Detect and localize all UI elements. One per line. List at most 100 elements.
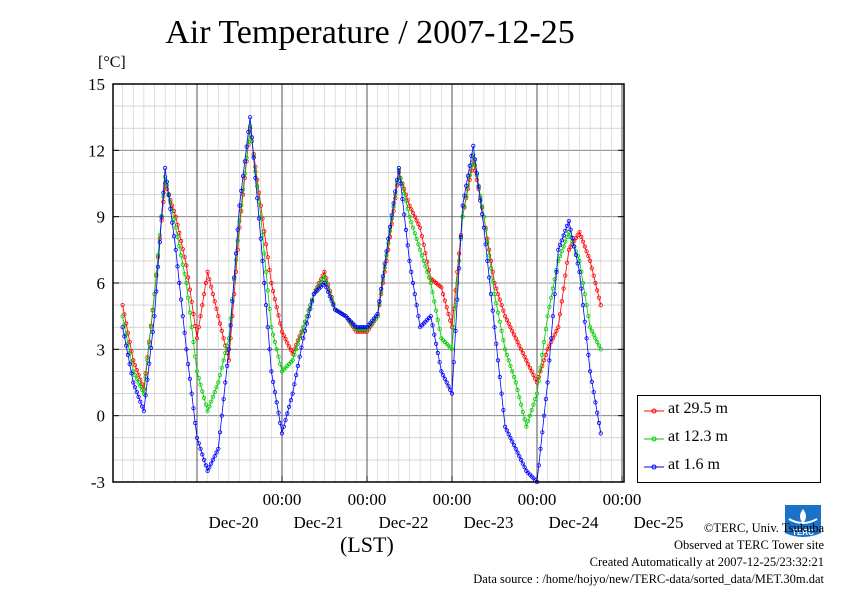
data-point	[203, 402, 208, 407]
data-point	[543, 396, 549, 402]
data-point	[145, 358, 150, 363]
data-point	[163, 165, 168, 171]
data-point	[138, 384, 143, 389]
data-point	[410, 280, 416, 286]
data-point	[265, 325, 270, 330]
data-point	[304, 321, 309, 326]
data-point	[449, 391, 455, 396]
data-point	[499, 391, 504, 396]
data-point	[217, 372, 223, 378]
data-point	[125, 352, 131, 357]
data-point	[225, 363, 230, 368]
data-point	[561, 286, 566, 291]
data-point	[487, 275, 492, 280]
data-point	[147, 341, 152, 346]
data-point	[421, 258, 426, 263]
data-point	[203, 280, 208, 286]
data-point	[251, 155, 256, 160]
data-point	[587, 325, 593, 330]
data-point	[595, 288, 600, 293]
y-tick-label: 9	[97, 208, 106, 227]
data-point	[205, 269, 210, 274]
data-point	[448, 318, 453, 323]
data-point	[179, 297, 184, 302]
data-point	[270, 379, 276, 384]
legend-marker-blue	[644, 464, 664, 470]
y-axis-unit: [°C]	[98, 54, 126, 71]
data-point	[150, 308, 155, 313]
data-point	[524, 424, 529, 429]
data-point	[276, 410, 281, 415]
data-point	[591, 332, 596, 337]
data-point	[444, 305, 449, 310]
data-point	[217, 321, 223, 326]
data-point	[545, 380, 550, 385]
data-point	[444, 380, 449, 385]
y-tick-label: 0	[97, 407, 106, 426]
data-point	[487, 247, 492, 252]
data-point	[490, 308, 495, 313]
series-line	[122, 117, 602, 483]
data-point	[598, 303, 603, 308]
data-point	[170, 220, 175, 225]
data-point	[198, 446, 203, 451]
data-point	[285, 411, 290, 416]
data-point	[202, 291, 207, 297]
data-point	[568, 227, 573, 232]
data-point	[502, 314, 508, 319]
legend: at 29.5 m at 12.3 m at 1.6 m	[637, 395, 821, 483]
y-tick-label: 6	[97, 274, 106, 293]
data-point	[520, 409, 525, 415]
data-point	[377, 299, 382, 304]
data-point	[467, 177, 472, 182]
data-point	[446, 311, 451, 317]
data-point	[485, 258, 490, 263]
data-point	[272, 339, 277, 345]
data-point	[414, 236, 419, 241]
data-point	[210, 394, 215, 399]
x-date-label: Dec-23	[463, 513, 513, 532]
data-point	[419, 253, 424, 258]
data-point	[223, 350, 228, 356]
data-point	[559, 249, 564, 254]
data-point	[189, 299, 194, 304]
data-point	[134, 376, 139, 381]
data-point	[432, 299, 437, 304]
data-point	[540, 430, 545, 435]
data-point	[134, 389, 139, 395]
data-point	[540, 352, 545, 357]
data-point	[198, 382, 203, 387]
data-point	[198, 314, 203, 319]
data-point	[497, 374, 502, 380]
data-point	[297, 354, 302, 359]
x-date-label: Dec-22	[378, 513, 428, 532]
data-point	[478, 198, 483, 203]
logo-text: TERC	[792, 528, 814, 537]
data-point	[286, 344, 292, 349]
data-point	[407, 258, 412, 263]
data-point	[120, 325, 125, 330]
data-point	[233, 251, 239, 256]
data-point	[189, 391, 194, 396]
data-point	[541, 339, 547, 345]
series-1	[120, 123, 603, 429]
data-point	[184, 280, 189, 286]
data-point	[421, 242, 426, 247]
data-point	[322, 269, 327, 274]
data-point	[426, 275, 432, 280]
data-point	[207, 277, 212, 282]
data-point	[547, 343, 552, 348]
data-point	[440, 372, 446, 378]
data-point	[194, 435, 200, 440]
data-point	[465, 173, 470, 178]
data-point	[495, 310, 501, 315]
data-point	[157, 240, 162, 245]
data-point	[584, 249, 589, 254]
data-point	[545, 314, 550, 319]
data-point	[476, 184, 481, 189]
data-point	[154, 289, 159, 294]
observed-text: Observed at TERC Tower site	[673, 538, 824, 552]
data-point	[572, 244, 577, 249]
data-point	[269, 369, 274, 374]
data-point	[510, 369, 515, 374]
